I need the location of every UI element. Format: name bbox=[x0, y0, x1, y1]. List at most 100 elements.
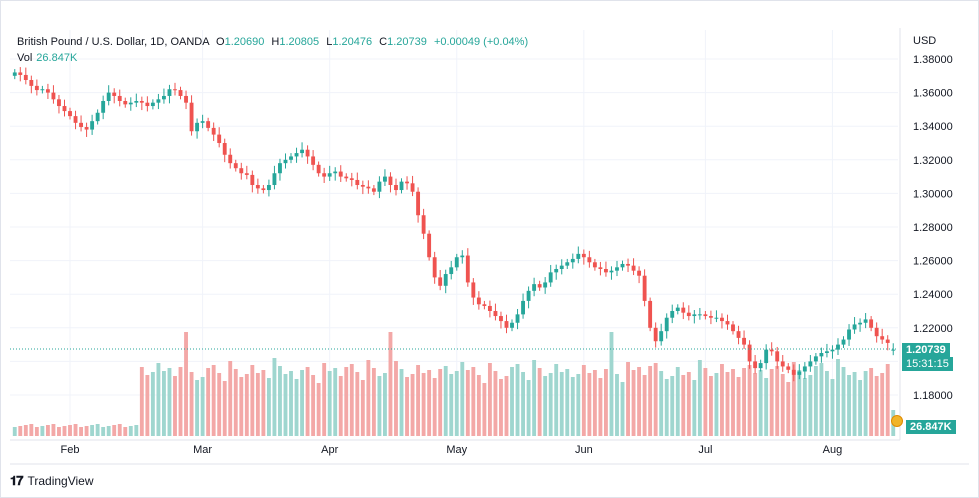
volume-bar bbox=[504, 376, 509, 436]
candle-body bbox=[504, 321, 509, 328]
candle-body bbox=[731, 324, 735, 332]
volume-bar bbox=[73, 424, 78, 436]
candle-body bbox=[841, 339, 846, 345]
volume-bar bbox=[134, 425, 139, 436]
candle-body bbox=[40, 89, 45, 91]
event-flag-icon[interactable] bbox=[891, 415, 903, 427]
volume-bar bbox=[338, 376, 343, 436]
volume-bar bbox=[642, 375, 647, 436]
candle-body bbox=[487, 305, 492, 311]
y-tick-label: 1.34000 bbox=[913, 121, 953, 133]
candle-body bbox=[576, 253, 581, 259]
volume-bar bbox=[51, 424, 56, 436]
candle-body bbox=[294, 153, 299, 157]
candle-body bbox=[399, 181, 404, 191]
candle-body bbox=[73, 116, 78, 123]
candle-body bbox=[692, 314, 697, 317]
candle-body bbox=[90, 121, 95, 130]
candle-body bbox=[570, 258, 575, 263]
candle-body bbox=[686, 312, 691, 317]
volume-label: Vol bbox=[17, 52, 33, 64]
candle-body bbox=[885, 339, 890, 343]
candle-body bbox=[233, 163, 238, 169]
candle-body bbox=[250, 174, 255, 185]
volume-bar bbox=[487, 363, 492, 436]
volume-bar bbox=[316, 383, 321, 436]
volume-bar bbox=[200, 377, 205, 436]
candle-body bbox=[139, 101, 144, 103]
volume-bar bbox=[731, 369, 735, 436]
candle-body bbox=[714, 317, 719, 319]
candle-body bbox=[880, 336, 885, 340]
candle-body bbox=[813, 356, 818, 362]
volume-bar bbox=[753, 373, 758, 436]
volume-bar bbox=[349, 364, 354, 436]
volume-bar bbox=[703, 368, 708, 436]
volume-bar bbox=[79, 427, 83, 436]
candles bbox=[12, 67, 896, 382]
volume-bar bbox=[206, 368, 211, 436]
candle-body bbox=[45, 89, 50, 93]
candle-body bbox=[747, 344, 752, 362]
y-tick-label: 1.18000 bbox=[913, 390, 953, 402]
volume-bar bbox=[670, 376, 675, 436]
volume-bar bbox=[764, 378, 769, 436]
volume-bar bbox=[311, 375, 316, 436]
candle-body bbox=[554, 269, 559, 273]
candle-body bbox=[68, 111, 72, 117]
y-tick-label: 1.38000 bbox=[913, 54, 953, 66]
candle-body bbox=[178, 90, 183, 96]
volume-bar bbox=[720, 364, 724, 436]
candle-body bbox=[300, 149, 304, 154]
candle-body bbox=[758, 363, 763, 369]
y-tick-label: 1.24000 bbox=[913, 289, 953, 301]
volume-bar bbox=[708, 376, 713, 436]
volume-bar bbox=[825, 371, 829, 436]
candle-body bbox=[802, 366, 807, 372]
volume-bar bbox=[40, 426, 45, 436]
volume-bar bbox=[626, 362, 630, 436]
volume-bar bbox=[559, 372, 564, 436]
volume-bar bbox=[294, 379, 299, 436]
candle-body bbox=[631, 265, 636, 271]
volume-bar bbox=[675, 367, 680, 436]
candle-body bbox=[548, 272, 553, 283]
candle-body bbox=[84, 127, 89, 130]
candle-body bbox=[664, 317, 669, 332]
open-label: O bbox=[216, 36, 225, 48]
volume-bar bbox=[366, 360, 371, 436]
volume-bar bbox=[416, 365, 421, 436]
candle-body bbox=[239, 168, 244, 174]
candle-body bbox=[482, 304, 487, 306]
candle-body bbox=[863, 319, 868, 323]
volume-bar bbox=[791, 362, 796, 436]
y-tick-label: 1.26000 bbox=[913, 256, 953, 268]
candle-body bbox=[222, 143, 227, 155]
volume-bar bbox=[802, 378, 807, 436]
candle-body bbox=[465, 255, 470, 283]
candle-body bbox=[449, 267, 454, 275]
candle-body bbox=[366, 186, 371, 189]
volume-bar bbox=[95, 424, 100, 436]
candle-body bbox=[184, 95, 188, 103]
candle-body bbox=[604, 269, 608, 273]
candle-body bbox=[742, 337, 746, 345]
countdown-tag: 15:31:15 bbox=[902, 357, 953, 371]
candle-body bbox=[471, 282, 476, 298]
volume-bar bbox=[355, 372, 360, 436]
candle-body bbox=[79, 122, 83, 128]
candle-body bbox=[858, 322, 863, 325]
candle-body bbox=[51, 92, 56, 100]
volume-bar bbox=[686, 372, 691, 436]
candle-body bbox=[200, 121, 205, 123]
candle-body bbox=[95, 112, 100, 122]
x-tick-label: Mar bbox=[193, 444, 212, 456]
candle-body bbox=[670, 311, 675, 318]
y-tick-label: 1.36000 bbox=[913, 88, 953, 100]
candle-body bbox=[775, 351, 780, 362]
candle-body bbox=[405, 181, 409, 184]
x-axis-ticks: Feb Mar Apr May Jun Jul Aug bbox=[61, 444, 843, 456]
volume-bar bbox=[780, 374, 785, 436]
candle-body bbox=[543, 282, 548, 288]
